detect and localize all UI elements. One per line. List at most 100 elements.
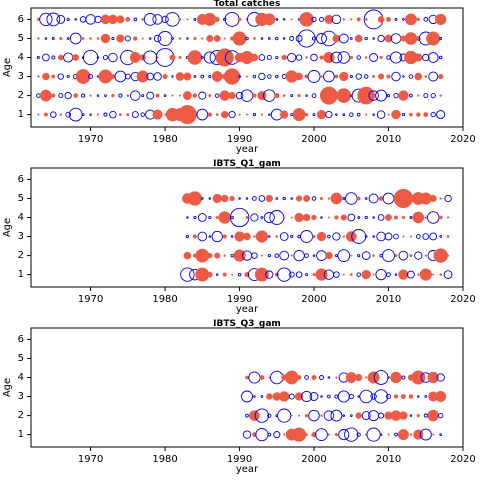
bubble-point [85,14,96,25]
chart-title: IBTS_Q1_gam [213,159,281,169]
bubble-point [320,216,323,219]
bubble-point [357,254,361,258]
bubble-point [423,413,428,418]
bubble-point [320,75,323,78]
bubble-point [59,36,63,41]
bubble-point [178,55,182,60]
bubble-point [229,195,235,202]
bubble-point [364,36,368,41]
bubble-point [377,16,385,23]
bubble-point [424,75,428,78]
bubble-point [401,112,406,117]
bubble-point [245,113,249,116]
bubble-point [416,413,420,418]
bubble-point [212,193,222,204]
bubble-point [203,51,216,64]
bubble-point [408,394,414,399]
bubble-point [370,393,377,400]
bubble-point [237,272,242,277]
bubble-point [88,74,94,79]
bubble-point [350,254,353,257]
bubble-point [129,52,141,63]
bubble-point [372,216,375,219]
bubble-point [89,37,92,40]
bubble-point [252,37,256,40]
bubble-point [409,433,413,436]
bubble-point [386,272,391,277]
bubble-point [312,254,316,257]
bubble-point [424,216,428,219]
bubble-point [385,393,392,400]
bubble-point [368,193,379,204]
bubble-point [439,94,442,97]
bubble-point [108,52,118,63]
bubble-point [263,211,275,224]
bubble-point [331,14,342,25]
bubble-point [260,37,264,40]
bubble-point [406,270,415,279]
bubble-point [430,111,436,118]
bubble-point [356,17,361,22]
bubble-point [417,273,420,276]
bubble-point [340,214,347,221]
bubble-point [111,36,115,41]
bubble-point [220,194,229,203]
bubble-point [245,75,249,78]
bubble-point [57,73,64,80]
bubble-point [423,93,429,99]
bubble-point [109,110,117,119]
bubble-point [404,13,417,26]
bubble-point [412,211,425,224]
x-tick-label: 1980 [152,454,177,465]
bubble-point [429,232,438,241]
bubble-point [332,232,341,241]
bubble-point [409,93,413,98]
bubble-point [164,113,167,116]
bubble-point [228,110,236,119]
bubble-point [277,408,292,423]
bubble-point [372,113,375,116]
bubble-point [387,433,390,436]
bubble-point [335,376,338,379]
bubble-point [267,413,272,418]
bubble-point [349,74,353,79]
bubble-point [258,54,266,61]
bubble-point [72,54,80,61]
bubble-point [218,211,231,224]
bubble-point [281,54,287,61]
bubble-point [294,212,304,223]
bubble-point [206,271,213,278]
panel-3: 1970 1980 1990 2000 2010 2020 1 2 3 4 5 6 IBTS_Q3_ga… [2,319,476,475]
bubble-point [301,390,313,403]
bubble-point [324,14,334,24]
bubble-point [411,370,426,385]
bubble-point [444,194,452,203]
bubble-point [311,16,317,23]
bubble-point [222,272,227,277]
bubble-point [364,56,368,59]
bubble-point [433,248,448,263]
bubble-point [75,69,91,84]
bubble-point [104,94,107,97]
bubble-point [311,214,317,221]
bubble-point [146,91,155,100]
bubble-point [432,433,435,436]
bubble-point [245,197,249,200]
bubble-point [308,409,320,422]
bubble-point [394,432,398,437]
bubble-point [312,113,316,117]
bubble-point [423,112,429,118]
bubble-point [153,72,162,81]
bubble-point [277,267,292,282]
bubble-point [57,54,64,61]
bubble-point [422,53,430,62]
bubble-point [311,93,317,98]
bubble-point [193,215,197,220]
bubble-point [342,414,346,417]
bubble-point [214,16,220,22]
bubble-point [269,210,285,225]
bubble-point [66,74,70,79]
bubble-point [268,113,271,116]
bubble-point [356,55,361,60]
